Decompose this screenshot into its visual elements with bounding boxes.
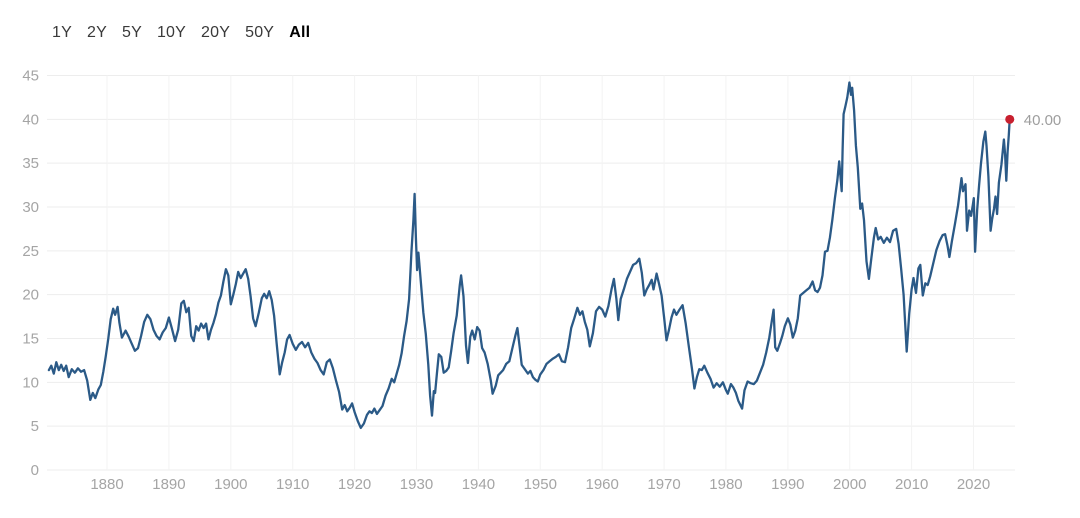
y-tick-label: 0 [31, 462, 39, 479]
x-tick-label: 1980 [709, 476, 742, 493]
range-button-50y[interactable]: 50Y [245, 24, 275, 41]
x-tick-label: 1920 [338, 476, 371, 493]
latest-value-dot [1005, 114, 1015, 124]
x-tick-label: 1890 [152, 476, 185, 493]
x-tick-label: 1900 [214, 476, 247, 493]
latest-value-label: 40.00 [1024, 112, 1062, 129]
y-tick-label: 10 [22, 374, 39, 391]
x-axis-tick-labels: 1880 1890 1900 1910 1920 1930 1940 1950 1960 1970… [90, 476, 990, 493]
range-button-all[interactable]: All [289, 24, 311, 41]
x-tick-label: 2010 [895, 476, 928, 493]
range-button-5y[interactable]: 5Y [121, 24, 142, 41]
x-tick-label: 2000 [833, 476, 866, 493]
range-button-1y[interactable]: 1Y [52, 24, 72, 41]
y-tick-label: 15 [22, 331, 39, 348]
range-button-2y[interactable]: 2Y [86, 24, 107, 41]
y-tick-label: 40 [22, 111, 39, 128]
x-tick-label: 1880 [90, 476, 123, 493]
x-tick-label: 2020 [957, 476, 990, 493]
x-tick-label: 1990 [771, 476, 804, 493]
y-tick-label: 25 [22, 243, 39, 260]
vertical-gridlines [106, 75, 975, 470]
y-tick-label: 5 [31, 418, 39, 435]
x-tick-label: 1970 [647, 476, 680, 493]
x-tick-label: 1950 [524, 476, 557, 493]
x-tick-label: 1910 [276, 476, 309, 493]
y-tick-label: 35 [22, 155, 39, 172]
x-tick-label: 1930 [400, 476, 433, 493]
range-button-10y[interactable]: 10Y [156, 24, 187, 41]
range-selector: 1Y 2Y 5Y 10Y 20Y 50Y All [52, 24, 310, 42]
y-tick-label: 20 [22, 287, 39, 304]
range-button-20y[interactable]: 20Y [201, 24, 231, 41]
pe-ratio-series-line [47, 81, 1011, 430]
horizontal-gridlines [47, 75, 1015, 471]
x-tick-label: 1960 [585, 476, 618, 493]
y-axis-tick-labels: 0 5 10 15 20 25 30 35 40 45 [22, 68, 39, 480]
x-tick-label: 1940 [462, 476, 495, 493]
y-tick-label: 45 [22, 68, 39, 85]
y-tick-label: 30 [22, 199, 39, 216]
